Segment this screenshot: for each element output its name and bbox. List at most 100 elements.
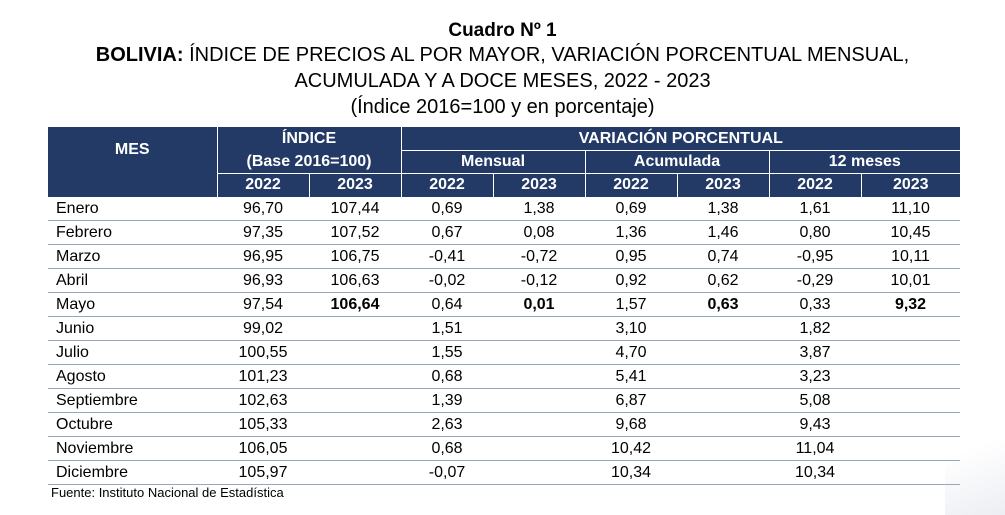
value-cell: 0,68 (401, 364, 494, 389)
value-cell: 11,04 (769, 436, 862, 461)
header-year: 2023 (493, 173, 586, 197)
table-row: Marzo 96,95 106,75 -0,41 -0,72 0,95 0,74 -0,95 1… (48, 244, 961, 269)
value-cell (309, 436, 402, 461)
month-cell: Agosto (48, 364, 217, 389)
month-cell: Noviembre (48, 436, 217, 461)
value-cell: 106,75 (309, 244, 402, 269)
value-cell (309, 316, 402, 341)
value-cell: 10,11 (861, 244, 961, 269)
value-cell (493, 388, 586, 413)
value-cell (493, 460, 586, 485)
value-cell: 3,10 (585, 316, 678, 341)
value-cell: 0,08 (493, 220, 586, 245)
value-cell (493, 364, 586, 389)
value-cell: 6,87 (585, 388, 678, 413)
month-cell: Abril (48, 268, 217, 293)
value-cell: 96,93 (217, 268, 309, 293)
table-row: Enero 96,70 107,44 0,69 1,38 0,69 1,38 1,61 11,1… (48, 196, 961, 221)
value-cell: 9,43 (769, 412, 862, 437)
value-cell: 1,39 (401, 388, 494, 413)
header-year: 2022 (585, 173, 678, 197)
value-cell: 5,08 (769, 388, 862, 413)
value-cell: 1,57 (585, 292, 678, 317)
header-12-meses: 12 meses (769, 150, 961, 174)
header-blank (48, 173, 218, 197)
value-cell: 96,95 (217, 244, 309, 269)
table-row: Octubre 105,33 2,63 9,68 9,43 (48, 412, 961, 437)
value-cell: 107,44 (309, 196, 402, 221)
value-cell: 0,68 (401, 436, 494, 461)
value-cell: 106,63 (309, 268, 402, 293)
table-row: Septiembre 102,63 1,39 6,87 5,08 (48, 388, 961, 413)
header-indice: ÍNDICE (217, 127, 402, 151)
value-cell: 3,23 (769, 364, 862, 389)
table-row: Noviembre 106,05 0,68 10,42 11,04 (48, 436, 961, 461)
value-cell: 10,34 (769, 460, 862, 485)
value-cell: 10,45 (861, 220, 961, 245)
value-cell: 10,34 (585, 460, 678, 485)
source-note: Fuente: Instituto Nacional de Estadístic… (51, 485, 284, 500)
value-cell (493, 340, 586, 365)
table-body: Enero 96,70 107,44 0,69 1,38 0,69 1,38 1,61 11,1… (48, 196, 961, 485)
value-cell: 97,54 (217, 292, 309, 317)
value-cell: 10,01 (861, 268, 961, 293)
value-cell: 0,74 (677, 244, 770, 269)
table-row: Agosto 101,23 0,68 5,41 3,23 (48, 364, 961, 389)
month-cell: Octubre (48, 412, 217, 437)
value-cell (677, 388, 770, 413)
value-cell: 2,63 (401, 412, 494, 437)
table-row: Abril 96,93 106,63 -0,02 -0,12 0,92 0,62 -0,29 1… (48, 268, 961, 293)
value-cell (309, 340, 402, 365)
month-cell: Marzo (48, 244, 217, 269)
month-cell: Diciembre (48, 460, 217, 485)
header-year: 2023 (309, 173, 402, 197)
value-cell: 99,02 (217, 316, 309, 341)
header-mes: MES (48, 127, 218, 174)
value-cell: 11,10 (861, 196, 961, 221)
value-cell: 1,55 (401, 340, 494, 365)
header-year: 2023 (677, 173, 770, 197)
header-year: 2023 (861, 173, 961, 197)
table-row: Julio 100,55 1,55 4,70 3,87 (48, 340, 961, 365)
month-cell: Septiembre (48, 388, 217, 413)
subtitle-text: ÍNDICE DE PRECIOS AL POR MAYOR, VARIACIÓ… (183, 44, 910, 66)
month-cell: Febrero (48, 220, 217, 245)
value-cell: -0,41 (401, 244, 494, 269)
header-year: 2022 (769, 173, 862, 197)
value-cell: 106,05 (217, 436, 309, 461)
value-cell (677, 316, 770, 341)
value-cell: -0,07 (401, 460, 494, 485)
value-cell: 1,61 (769, 196, 862, 221)
header-mensual: Mensual (401, 150, 586, 174)
month-cell: Junio (48, 316, 217, 341)
value-cell: 1,38 (677, 196, 770, 221)
month-cell: Mayo (48, 292, 217, 317)
value-cell: 0,01 (493, 292, 586, 317)
value-cell: 106,64 (309, 292, 402, 317)
value-cell (309, 364, 402, 389)
value-cell: 0,62 (677, 268, 770, 293)
value-cell: 1,51 (401, 316, 494, 341)
value-cell: 1,82 (769, 316, 862, 341)
header-acumulada: Acumulada (585, 150, 770, 174)
value-cell (493, 316, 586, 341)
value-cell: 96,70 (217, 196, 309, 221)
value-cell (309, 460, 402, 485)
month-cell: Enero (48, 196, 217, 221)
value-cell: 5,41 (585, 364, 678, 389)
value-cell (677, 364, 770, 389)
header-year: 2022 (401, 173, 494, 197)
value-cell (861, 412, 961, 437)
price-index-table: MES ÍNDICE VARIACIÓN PORCENTUAL (Base 20… (48, 127, 961, 485)
value-cell (861, 364, 961, 389)
value-cell: 3,87 (769, 340, 862, 365)
value-cell (861, 436, 961, 461)
value-cell: 0,63 (677, 292, 770, 317)
value-cell: 0,64 (401, 292, 494, 317)
value-cell (677, 412, 770, 437)
value-cell (493, 436, 586, 461)
value-cell (861, 460, 961, 485)
value-cell: 9,68 (585, 412, 678, 437)
value-cell (677, 340, 770, 365)
table-row: Mayo 97,54 106,64 0,64 0,01 1,57 0,63 0,33 9,32 (48, 292, 961, 317)
